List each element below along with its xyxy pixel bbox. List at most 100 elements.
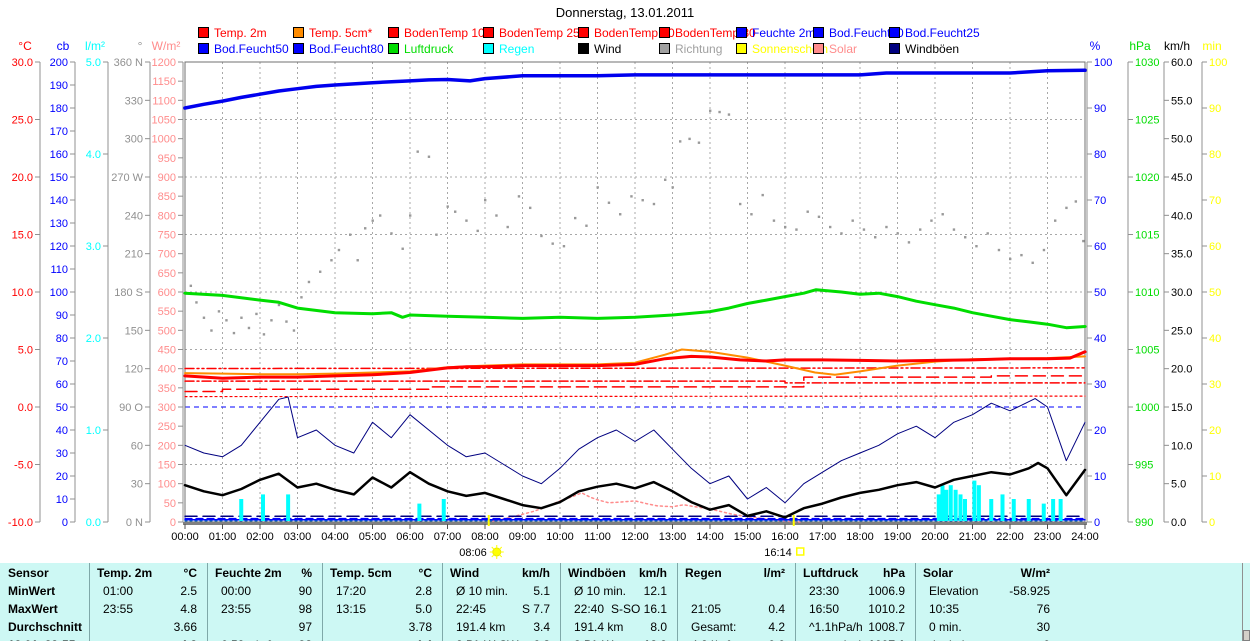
scatter-dot (772, 219, 776, 222)
axis-tick-label: 15.0 (1171, 402, 1192, 414)
table-value-left: 21:05 (691, 602, 722, 616)
scatter-dot (1009, 257, 1012, 261)
axis-tick-label: 130 (50, 218, 68, 230)
table-value-right: 3.66 (173, 620, 197, 634)
scatter-dot (540, 234, 543, 238)
axis-tick-label: 950 (158, 153, 176, 165)
legend-label: Temp. 5cm* (309, 26, 373, 40)
axis-tick-label: 180 S (114, 287, 143, 299)
x-axis-label: 15:00 (734, 531, 762, 543)
table-value-left: 23:55 (103, 602, 134, 616)
axis-tick-label: 150 (50, 172, 68, 184)
scrollbar-edge (1242, 563, 1243, 641)
legend-label: BodenTemp 10 (404, 26, 485, 40)
series-temp_5cm (184, 348, 1086, 376)
axis-tick-label: 5.0 (1171, 479, 1186, 491)
x-axis-label: 02:00 (246, 531, 274, 543)
series-bodentemp25 (184, 380, 1086, 384)
axis-tick-label: 180 (50, 103, 68, 115)
scatter-dot (484, 199, 487, 202)
axis-tick-label: 60 (1209, 241, 1221, 253)
axis-tick-label: 10.0 (12, 287, 33, 299)
axis-tick-label: 1030 (1135, 57, 1159, 69)
legend-item-temp-2m: Temp. 2m (198, 27, 267, 39)
table-row-label: MinWert (8, 584, 56, 598)
sunrise-sun-icon (489, 545, 504, 559)
scatter-dot (907, 241, 911, 244)
legend-item-bod-feucht50: Bod.Feucht50 (198, 43, 289, 55)
scatter-dot (664, 178, 667, 181)
axis-tick-label: 50 (164, 498, 176, 510)
scatter-dot (401, 247, 404, 250)
x-axis-label: 01:00 (209, 531, 237, 543)
table-col-unit: l/m² (763, 566, 785, 580)
scatter-dot (371, 219, 374, 222)
axis-tick-label: 400 (158, 364, 176, 376)
table-col-header: Windböen (568, 566, 626, 580)
legend-swatch-icon (659, 43, 670, 54)
table-value-left: 3 Bft W (574, 638, 613, 641)
table-col-unit: °C (183, 566, 197, 580)
axis-tick-label: 750 (158, 230, 176, 242)
axis-header-cb: cb (57, 39, 70, 53)
axis-tick-label: 30 (1094, 379, 1106, 391)
legend-swatch-icon (293, 43, 304, 54)
table-value-right: ↓1007.1 (862, 638, 905, 641)
page-title: Donnerstag, 13.01.2011 (555, 5, 695, 20)
table-value-right: 2.8 (415, 584, 432, 598)
table-value-right: 1010.2 (868, 602, 905, 616)
table-value-left: 00:00 (221, 584, 252, 598)
scatter-dot (585, 224, 588, 227)
axis-tick-label: 30 (56, 448, 68, 460)
table-value-left: 191.4 km (456, 620, 506, 634)
scatter-dot (195, 301, 198, 304)
scatter-dot (885, 225, 888, 229)
table-col-header: Regen (685, 566, 722, 580)
axis-temp: °C 30.0 25.0 20.0 15.0 10.0 5.0 0.0 -5.0 -10.0 (8, 39, 41, 529)
table-value-right: 4.8 (180, 602, 197, 616)
scatter-dot (874, 236, 877, 239)
legend-swatch-icon (813, 27, 824, 38)
axis-tick-label: 0.0 (86, 517, 101, 529)
legend-swatch-icon (659, 27, 670, 38)
table-col-header: Temp. 2m (97, 566, 153, 580)
scatter-dot (356, 259, 359, 262)
table-value-right: 76 (1036, 602, 1050, 616)
axis-tick-label: 90 (1209, 103, 1221, 115)
table-value-right: 98 (299, 638, 312, 641)
axis-lm2: l/m² 5.0 4.0 3.0 2.0 1.0 0.0 (85, 39, 109, 529)
series-feuchte_2m (183, 68, 1087, 110)
legend-swatch-icon (736, 27, 747, 38)
legend-label: Bod.Feucht10 (829, 26, 904, 40)
scatter-dot (364, 227, 367, 230)
axis-tick-label: 50 (56, 402, 68, 414)
legend-item-richtung: Richtung (659, 43, 722, 55)
scatter-dot (270, 319, 273, 322)
axis-tick-label: 500 (158, 325, 176, 337)
axis-tick-label: 70 (1209, 195, 1221, 207)
axis-tick-label: 1050 (152, 115, 176, 127)
legend-label: Luftdruck (404, 42, 454, 56)
table-col-header: Feuchte 2m (215, 566, 282, 580)
legend-swatch-icon (388, 43, 399, 54)
scatter-dot (739, 202, 742, 206)
sun-ray (499, 546, 503, 550)
table-separator (207, 563, 208, 641)
scatter-dot (941, 213, 944, 216)
table-value-left: regnerisch (809, 638, 865, 641)
x-axis-label: 14:00 (696, 531, 724, 543)
scatter-dot (446, 205, 449, 208)
window-resize-corner[interactable] (1243, 630, 1250, 641)
axis-tick-label: 250 (158, 421, 176, 433)
table-value-right: 3.78 (408, 620, 432, 634)
axis-tick-label: 50.0 (1171, 134, 1192, 146)
x-axis-label: 13:00 (659, 531, 687, 543)
axis-tick-label: 300 (158, 402, 176, 414)
axis-tick-label: 90 (56, 310, 68, 322)
axis-tick-label: 20.0 (1171, 364, 1192, 376)
axis-tick-label: 1.0 (86, 425, 101, 437)
scatter-dot (896, 232, 899, 235)
scatter-dot (465, 219, 468, 222)
x-axis-label: 05:00 (359, 531, 387, 543)
